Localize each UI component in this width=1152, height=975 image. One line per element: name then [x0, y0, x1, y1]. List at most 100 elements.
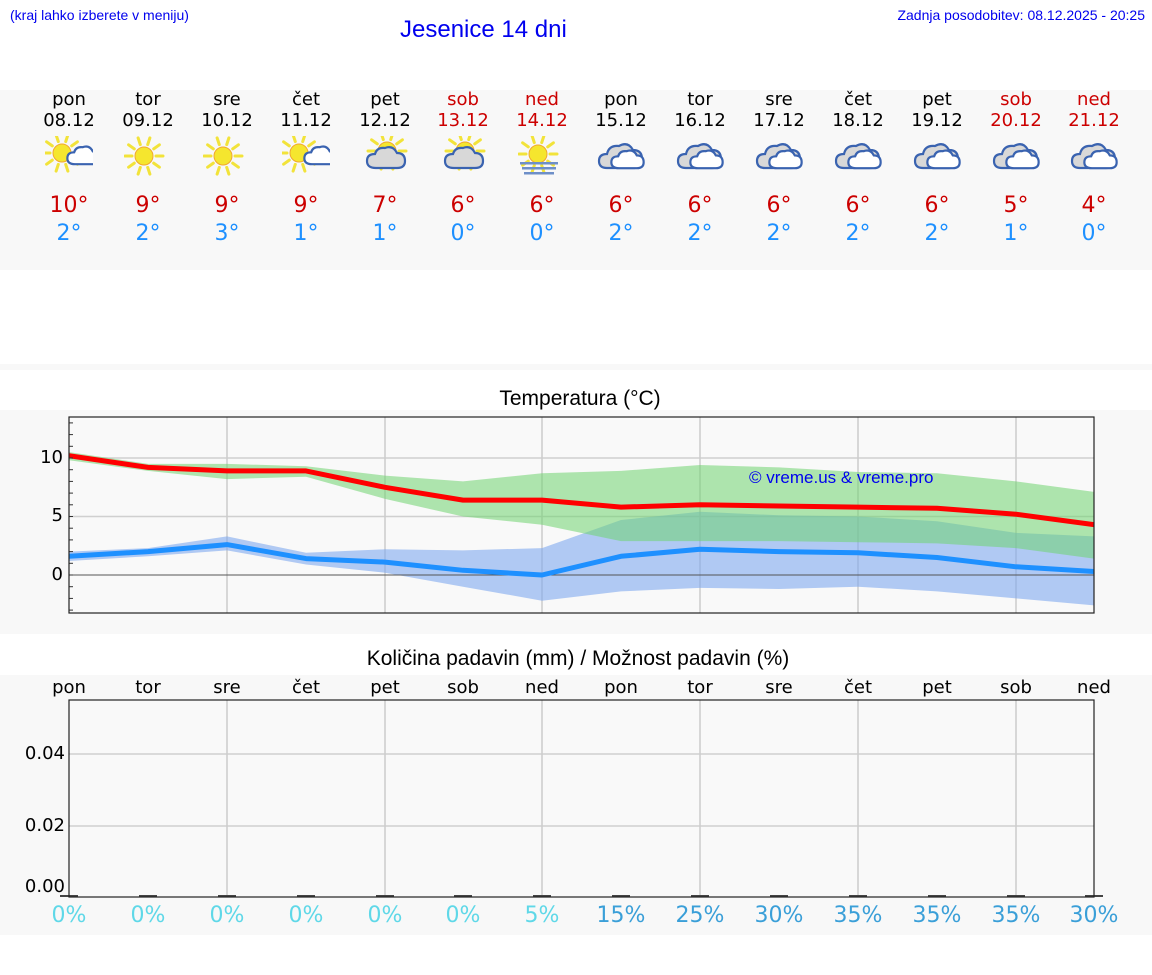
day-name: ned — [525, 89, 559, 110]
max-temp: 5° — [1003, 193, 1029, 218]
day-name: sre — [213, 89, 241, 110]
precip-weekday-label: sob — [1000, 677, 1032, 698]
day-column: čet 11.12 9° 1° — [266, 90, 346, 248]
sun-icon — [108, 134, 188, 182]
day-date: 15.12 — [595, 110, 647, 131]
min-temp: 2° — [766, 221, 792, 246]
day-column: čet 18.12 6° 2° — [818, 90, 898, 248]
precip-chance-label: 0% — [209, 903, 245, 928]
day-column: pet 19.12 6° 2° — [897, 90, 977, 248]
day-column: pon 08.12 10° 2° — [29, 90, 109, 248]
precip-chance-label: 5% — [524, 903, 560, 928]
sun-fog-icon — [502, 134, 582, 182]
day-date: 12.12 — [359, 110, 411, 131]
day-date: 16.12 — [674, 110, 726, 131]
max-temp: 9° — [214, 193, 240, 218]
max-temp: 10° — [49, 193, 89, 218]
day-date: 20.12 — [990, 110, 1042, 131]
day-name: čet — [291, 89, 321, 110]
min-temp: 2° — [845, 221, 871, 246]
precip-chance-label: 0% — [288, 903, 324, 928]
day-name: tor — [135, 89, 161, 110]
precip-weekday-label: čet — [291, 677, 321, 698]
precip-weekday-label: sre — [765, 677, 793, 698]
precip-ytick-000: 0.00 — [24, 876, 65, 897]
sun-icon — [187, 134, 267, 182]
day-date: 09.12 — [122, 110, 174, 131]
cloudy-icon — [818, 134, 898, 182]
day-column: tor 16.12 6° 2° — [660, 90, 740, 248]
min-temp: 0° — [529, 221, 555, 246]
day-name: čet — [843, 89, 873, 110]
precip-chance-label: 0% — [51, 903, 87, 928]
precip-chance-label: 15% — [596, 903, 646, 928]
precip-weekday-label: čet — [843, 677, 873, 698]
min-temp: 1° — [372, 221, 398, 246]
day-date: 17.12 — [753, 110, 805, 131]
day-column: sre 10.12 9° 3° — [187, 90, 267, 248]
precip-weekday-label: pet — [922, 677, 952, 698]
day-date: 11.12 — [280, 110, 332, 131]
cloudy-icon — [739, 134, 819, 182]
min-temp: 1° — [1003, 221, 1029, 246]
cloud-sun-icon — [423, 134, 503, 182]
cloudy-icon — [581, 134, 661, 182]
day-name: sre — [765, 89, 793, 110]
max-temp: 6° — [450, 193, 476, 218]
location-menu-hint[interactable]: (kraj lahko izberete v meniju) — [10, 7, 189, 23]
copyright-note: © vreme.us & vreme.pro — [749, 468, 934, 487]
precip-chance-label: 30% — [1069, 903, 1119, 928]
temperature-chart-title: Temperatura (°C) — [499, 387, 661, 410]
day-column: sre 17.12 6° 2° — [739, 90, 819, 248]
precip-chance-label: 25% — [675, 903, 725, 928]
precip-weekday-label: pet — [370, 677, 400, 698]
cloud-sun-icon — [345, 134, 425, 182]
day-column: sob 13.12 6° 0° — [423, 90, 503, 248]
day-name: sob — [1000, 89, 1032, 110]
day-name: ned — [1077, 89, 1111, 110]
precip-ytick-004: 0.04 — [24, 743, 65, 764]
precip-weekday-label: pon — [52, 677, 86, 698]
precip-weekday-label: sre — [213, 677, 241, 698]
min-temp: 0° — [1081, 221, 1107, 246]
day-column: ned 21.12 4° 0° — [1054, 90, 1134, 248]
day-date: 19.12 — [911, 110, 963, 131]
precipitation-chart-panel — [0, 675, 1152, 935]
day-name: tor — [687, 89, 713, 110]
day-date: 13.12 — [437, 110, 489, 131]
cloudy-icon — [897, 134, 977, 182]
day-date: 14.12 — [516, 110, 568, 131]
max-temp: 9° — [135, 193, 161, 218]
min-temp: 3° — [214, 221, 240, 246]
precip-chance-label: 0% — [130, 903, 166, 928]
min-temp: 0° — [450, 221, 476, 246]
max-temp: 4° — [1081, 193, 1107, 218]
max-temp: 6° — [924, 193, 950, 218]
day-name: pon — [604, 89, 638, 110]
precip-ytick-002: 0.02 — [24, 815, 65, 836]
max-temp: 6° — [529, 193, 555, 218]
min-temp: 2° — [135, 221, 161, 246]
precip-weekday-label: pon — [604, 677, 638, 698]
max-temp: 6° — [608, 193, 634, 218]
temp-ytick-10: 10 — [40, 447, 63, 468]
precip-chance-label: 35% — [833, 903, 883, 928]
day-column: sob 20.12 5° 1° — [976, 90, 1056, 248]
min-temp: 2° — [687, 221, 713, 246]
day-column: pon 15.12 6° 2° — [581, 90, 661, 248]
max-temp: 6° — [687, 193, 713, 218]
cloudy-icon — [660, 134, 740, 182]
precip-weekday-label: ned — [525, 677, 559, 698]
day-column: pet 12.12 7° 1° — [345, 90, 425, 248]
min-temp: 2° — [608, 221, 634, 246]
day-date: 21.12 — [1068, 110, 1120, 131]
day-name: sob — [447, 89, 479, 110]
forecast-strip: pon 08.12 10° 2° tor 09.12 9° 2° sre 10.12 9° 3° čet… — [0, 90, 1152, 270]
max-temp: 7° — [372, 193, 398, 218]
min-temp: 2° — [924, 221, 950, 246]
precip-chance-label: 0% — [445, 903, 481, 928]
precipitation-chart-title: Količina padavin (mm) / Možnost padavin … — [366, 647, 790, 670]
precip-weekday-label: tor — [687, 677, 713, 698]
page-title: Jesenice 14 dni — [400, 16, 567, 43]
max-temp: 9° — [293, 193, 319, 218]
